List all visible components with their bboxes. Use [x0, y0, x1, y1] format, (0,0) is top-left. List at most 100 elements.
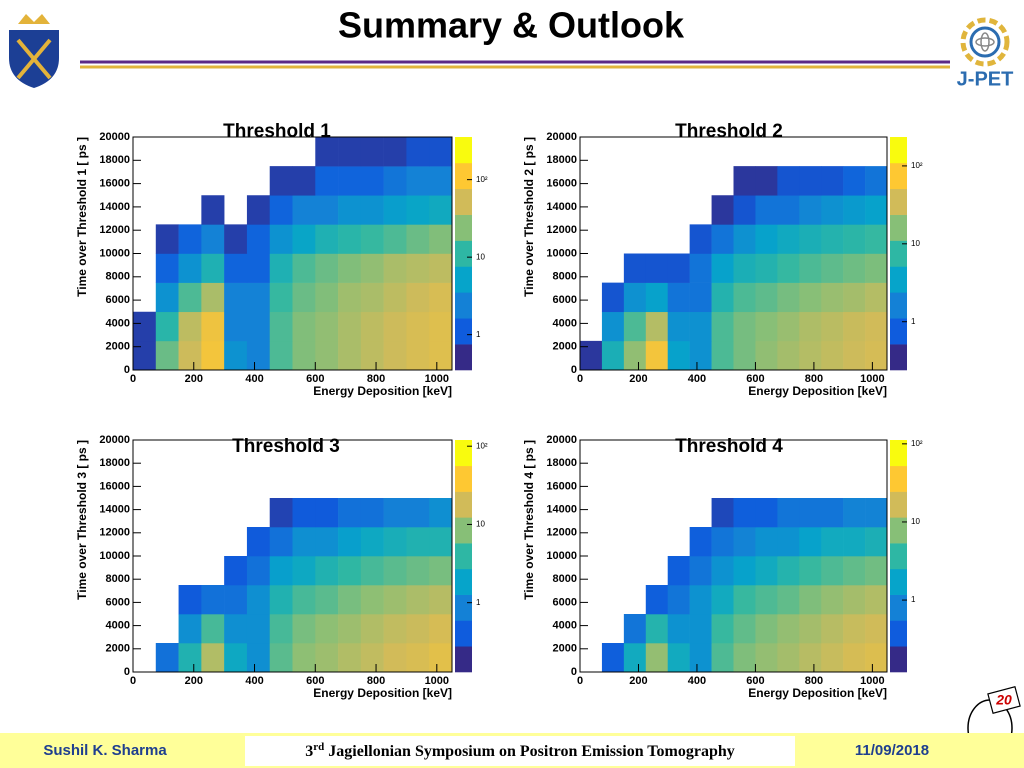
x-tick-label: 400 [688, 373, 706, 385]
heatmap-cell [315, 137, 339, 167]
x-tick-label: 800 [367, 373, 385, 385]
colorbar-step [890, 162, 907, 190]
heatmap-cell [865, 614, 888, 644]
heatmap-cell [865, 556, 888, 586]
chart-title: Threshold 4 [675, 436, 783, 457]
heatmap-cell [383, 556, 407, 586]
y-axis-label: Time over Threshold 3 [ ps ] [75, 440, 89, 600]
heatmap-cell [201, 253, 225, 283]
colorbar-tick-label: 1 [476, 598, 481, 607]
heatmap-cell [843, 195, 866, 225]
colorbar-step [890, 266, 907, 293]
heatmap-cell [201, 643, 225, 673]
x-tick-label: 800 [805, 675, 823, 687]
heatmap-cell [667, 340, 690, 371]
y-tick-label: 12000 [99, 527, 130, 539]
chart-title: Threshold 3 [232, 436, 340, 457]
colorbar-step [455, 543, 472, 570]
y-tick-label: 20000 [546, 434, 577, 446]
y-tick-label: 6000 [553, 596, 577, 608]
heatmap-cell [623, 340, 647, 371]
heatmap-cell [360, 527, 384, 557]
heatmap-cell [689, 224, 712, 254]
colorbar-step [455, 137, 472, 164]
heatmap-cell [269, 195, 293, 225]
heatmap-cell [711, 556, 734, 586]
x-tick-label: 200 [185, 373, 203, 385]
heatmap-cell [429, 556, 453, 586]
colorbar-step [890, 240, 907, 267]
colorbar-step [890, 568, 907, 595]
heatmap-cell [865, 224, 888, 254]
heatmap-cell [429, 340, 453, 371]
heatmap-cell [865, 498, 888, 528]
x-tick-label: 800 [805, 373, 823, 385]
x-axis-label: Energy Deposition [keV] [748, 686, 887, 700]
heatmap-cell [155, 311, 179, 342]
heatmap-cell [777, 498, 800, 528]
y-tick-label: 2000 [553, 643, 577, 655]
heatmap-cell [178, 614, 202, 644]
y-tick-label: 2000 [553, 341, 577, 353]
heatmap-cell [667, 614, 690, 644]
colorbar-tick-label: 1 [911, 595, 916, 604]
heatmap-cell [269, 282, 293, 313]
colorbar-step [455, 162, 472, 190]
heatmap-cell [777, 195, 800, 225]
heatmap-cell [155, 253, 179, 283]
heatmap-cell [799, 166, 822, 196]
heatmap-cell [865, 585, 888, 615]
heatmap-cell [645, 585, 669, 615]
heatmap-cell [601, 282, 625, 313]
heatmap-cell [821, 556, 844, 586]
heatmap-cell [667, 643, 690, 673]
heatmap-cell [224, 340, 248, 371]
y-tick-label: 18000 [99, 457, 130, 469]
heatmap-cell [338, 137, 362, 167]
heatmap-cell [269, 498, 293, 528]
colorbar-tick-label: 10² [911, 161, 923, 170]
heatmap-cell [383, 527, 407, 557]
heatmap-cell [360, 643, 384, 673]
heatmap-cell [689, 614, 712, 644]
heatmap-cell [821, 311, 844, 342]
heatmap-cell [338, 614, 362, 644]
x-tick-label: 1000 [425, 675, 449, 687]
heatmap-cell [865, 311, 888, 342]
heatmap-cell [733, 585, 756, 615]
heatmap-cell [429, 498, 453, 528]
heatmap-cell [623, 643, 647, 673]
heatmap-cell [755, 527, 778, 557]
heatmap-cell [733, 498, 756, 528]
x-axis-label: Energy Deposition [keV] [313, 686, 452, 700]
y-tick-label: 0 [124, 364, 130, 376]
heatmap-cell [843, 224, 866, 254]
colorbar-step [455, 344, 472, 371]
colorbar-step [890, 465, 907, 492]
heatmap-cell [645, 282, 669, 313]
heatmap-cell [755, 556, 778, 586]
x-tick-label: 200 [185, 675, 203, 687]
heatmap-cell [383, 311, 407, 342]
heatmap-cell [429, 643, 453, 673]
heatmap-cell [383, 166, 407, 196]
y-tick-label: 14000 [99, 504, 130, 516]
heatmap-cell [224, 614, 248, 644]
heatmap-cell [201, 311, 225, 342]
y-tick-label: 8000 [553, 573, 577, 585]
heatmap-cell [821, 253, 844, 283]
heatmap-cell [843, 166, 866, 196]
x-tick-label: 800 [367, 675, 385, 687]
chart-title: Threshold 1 [223, 121, 331, 142]
heatmap-cell [406, 614, 430, 644]
heatmap-cell [155, 643, 179, 673]
y-tick-label: 4000 [553, 620, 577, 632]
x-tick-label: 400 [245, 675, 263, 687]
heatmap-cell [843, 253, 866, 283]
heatmap-cell [755, 614, 778, 644]
colorbar-tick-label: 10² [476, 175, 488, 184]
colorbar-step [455, 491, 472, 518]
heatmap-cell [292, 643, 316, 673]
heatmap-cell [360, 166, 384, 196]
heatmap-cell [799, 498, 822, 528]
